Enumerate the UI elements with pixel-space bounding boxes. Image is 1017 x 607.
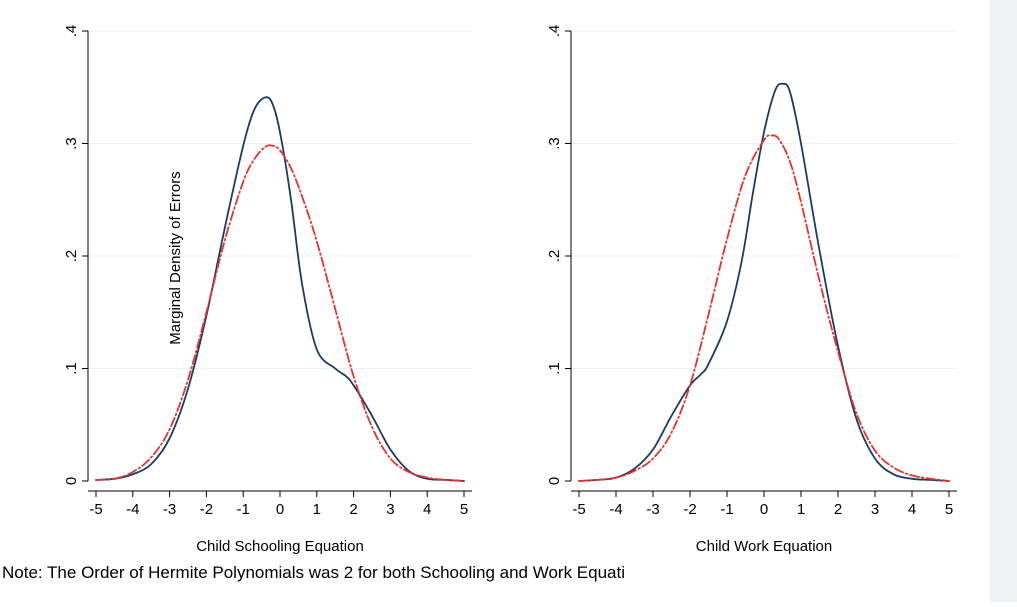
x-tick-label: -4 — [126, 501, 139, 518]
x-tick-label: 1 — [797, 501, 805, 518]
x-tick-label: -1 — [237, 501, 250, 518]
x-tick-label: 4 — [908, 501, 916, 518]
y-tick-label: .1 — [546, 362, 563, 375]
x-axis-title: Child Schooling Equation — [196, 538, 364, 555]
x-tick-label: -2 — [200, 501, 213, 518]
x-tick-label: -3 — [646, 501, 659, 518]
y-tick-label: .1 — [63, 362, 80, 375]
x-tick-label: -3 — [163, 501, 176, 518]
y-tick-label: .2 — [546, 250, 563, 263]
y-tick-label: .3 — [546, 137, 563, 150]
x-tick-label: 3 — [871, 501, 879, 518]
x-axis-title: Child Work Equation — [696, 538, 832, 555]
x-tick-label: 0 — [276, 501, 284, 518]
y-axis-title: Marginal Density of Errors — [167, 171, 184, 344]
series-line-solid — [578, 82, 950, 482]
series-line-dash-dot — [578, 134, 950, 482]
x-tick-label: -5 — [89, 501, 102, 518]
x-tick-label: -2 — [683, 501, 696, 518]
x-tick-label: 5 — [945, 501, 953, 518]
x-tick-label: 3 — [386, 501, 394, 518]
y-tick-label: .4 — [63, 25, 80, 38]
x-tick-label: -5 — [572, 501, 585, 518]
x-tick-label: -4 — [609, 501, 622, 518]
x-tick-label: 2 — [834, 501, 842, 518]
x-tick-label: 0 — [760, 501, 768, 518]
figure-note: Note: The Order of Hermite Polynomials w… — [2, 563, 626, 582]
x-tick-label: 1 — [313, 501, 321, 518]
y-tick-label: .4 — [546, 25, 563, 38]
x-tick-label: -1 — [720, 501, 733, 518]
chart-panel-1: 0 .1 .2 .3 .4 -5 -4 -3 -2 -1 0 1 2 3 4 5 Child Schooling… — [63, 25, 472, 555]
chart-area: 0 .1 .2 .3 .4 -5 -4 -3 -2 -1 0 1 2 3 4 5 Child Schooling… — [63, 25, 957, 555]
x-tick-label: 5 — [460, 501, 468, 518]
chart-panel-2: 0 .1 .2 .3 .4 -5 -4 -3 -2 -1 0 1 2 3 4 5 Child Work Equa… — [546, 25, 957, 555]
series-line-solid — [95, 96, 465, 482]
x-tick-label: 2 — [349, 501, 357, 518]
series-line-dash-dot — [95, 144, 465, 482]
scrollbar-strip — [990, 0, 1017, 602]
y-tick-label: .2 — [63, 250, 80, 263]
x-tick-label: 4 — [423, 501, 431, 518]
y-tick-label: 0 — [546, 477, 563, 485]
y-tick-label: .3 — [63, 137, 80, 150]
figure: 0 .1 .2 .3 .4 -5 -4 -3 -2 -1 0 1 2 3 4 5 Child Schooling… — [62, 24, 957, 555]
y-tick-label: 0 — [63, 477, 80, 485]
